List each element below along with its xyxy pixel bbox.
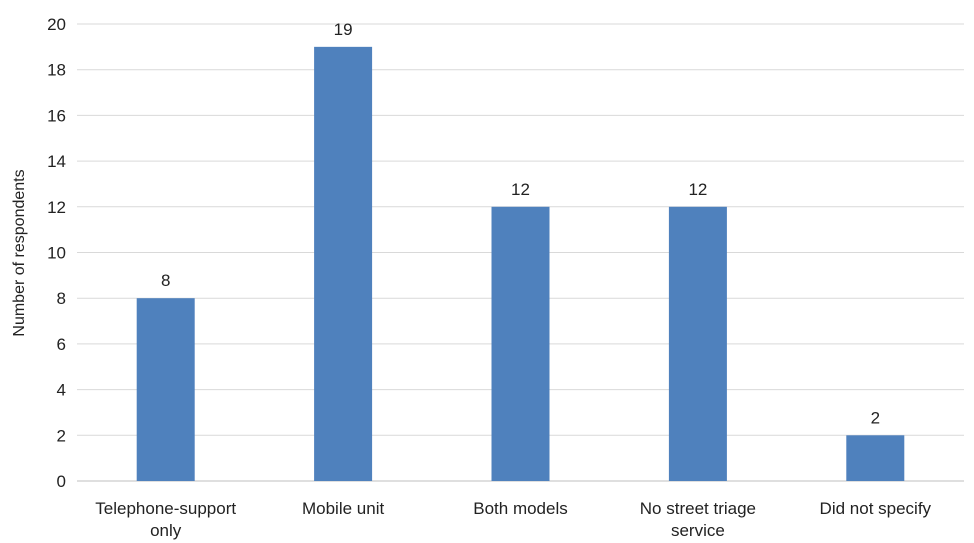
- x-category-label-line: only: [150, 521, 182, 540]
- y-tick-label: 12: [47, 198, 66, 217]
- data-labels: 8 19 12 12 2: [161, 20, 880, 427]
- x-category-label: Mobile unit: [302, 499, 384, 518]
- data-label: 8: [161, 271, 170, 290]
- bars: [136, 46, 905, 482]
- bar: [668, 206, 727, 482]
- y-tick-label: 18: [47, 61, 66, 80]
- y-tick-label: 2: [57, 426, 66, 445]
- x-category-label-line: Telephone-support: [95, 499, 236, 518]
- x-category-label: Both models: [473, 499, 568, 518]
- x-category-label: Did not specify: [820, 499, 932, 518]
- bar: [846, 435, 905, 481]
- data-label: 12: [688, 180, 707, 199]
- y-tick-label: 10: [47, 244, 66, 263]
- x-category-label-line: Did not specify: [820, 499, 932, 518]
- y-axis-title: Number of respondents: [11, 169, 28, 336]
- y-tick-label: 14: [47, 152, 66, 171]
- y-tick-label: 0: [57, 472, 66, 491]
- x-category-label-line: Mobile unit: [302, 499, 384, 518]
- x-axis-categories: Telephone-support only Mobile unit Both mod…: [95, 499, 931, 540]
- x-category-label: No street triage service: [640, 499, 756, 540]
- y-tick-label: 6: [57, 335, 66, 354]
- bar: [491, 206, 550, 482]
- x-category-label: Telephone-support only: [95, 499, 236, 540]
- x-category-label-line: No street triage: [640, 499, 756, 518]
- x-category-label-line: service: [671, 521, 725, 540]
- y-tick-label: 20: [47, 15, 66, 34]
- data-label: 12: [511, 180, 530, 199]
- y-tick-label: 8: [57, 289, 66, 308]
- bar: [314, 46, 373, 481]
- y-axis-ticks: 0 2 4 6 8 10 12 14 16 18 20: [47, 15, 66, 491]
- bar: [136, 298, 195, 481]
- data-label: 2: [871, 408, 880, 427]
- x-category-label-line: Both models: [473, 499, 568, 518]
- y-tick-label: 4: [57, 381, 66, 400]
- y-tick-label: 16: [47, 106, 66, 125]
- data-label: 19: [334, 20, 353, 39]
